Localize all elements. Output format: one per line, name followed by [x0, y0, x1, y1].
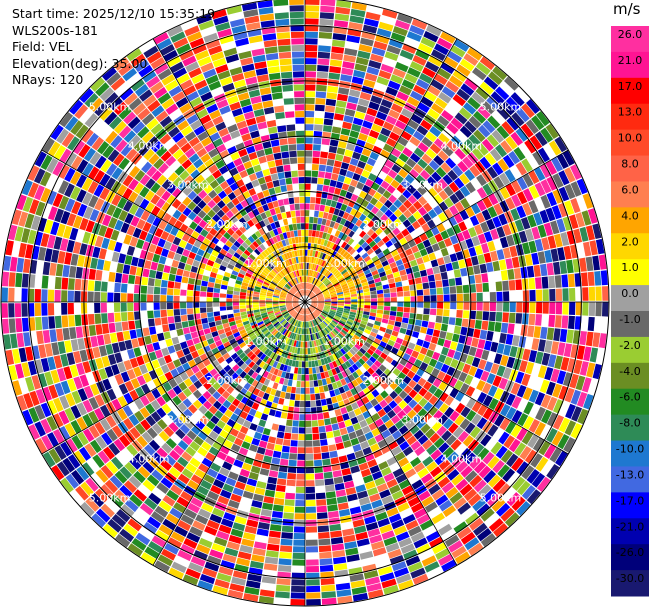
azimuth-spoke — [41, 149, 306, 303]
colorbar-tick-label: 1.0 — [621, 261, 639, 274]
colorbar-tick-label: 10.0 — [618, 132, 643, 145]
colorbar-swatch — [611, 466, 649, 493]
azimuth-spoke — [304, 301, 569, 455]
colorbar-swatch — [611, 388, 649, 416]
range-ring-label: 5.00km — [89, 101, 131, 114]
colorbar-swatch — [611, 181, 649, 208]
colorbar-tick-label: 17.0 — [618, 80, 643, 93]
colorbar-swatch — [611, 336, 649, 364]
nrays-label: NRays: 120 — [12, 72, 84, 88]
colorbar-swatch — [611, 103, 649, 131]
colorbar-tick-label: -1.0 — [619, 313, 640, 326]
colorbar-tick-label: 2.0 — [621, 235, 639, 248]
colorbar-tick-label: 8.0 — [621, 158, 639, 171]
range-ring-label: 2.00km — [206, 218, 248, 231]
colorbar-swatch — [611, 155, 649, 182]
colorbar-swatch — [611, 77, 649, 105]
range-ring-label: 1.00km — [245, 257, 287, 270]
colorbar-tick-label: -17.0 — [616, 494, 644, 507]
colorbar-swatch — [611, 51, 649, 79]
range-ring-label: 3.00km — [167, 179, 209, 192]
field-label: Field: VEL — [12, 39, 73, 55]
colorbar-swatch — [611, 440, 649, 467]
colorbar-swatch — [611, 518, 649, 545]
range-ring-label: 5.00km — [89, 491, 131, 504]
colorbar-swatch — [611, 233, 649, 260]
colorbar-unit-label: m/s — [613, 0, 641, 18]
colorbar-swatch — [611, 570, 649, 597]
colorbar-tick-label: -2.0 — [619, 339, 640, 352]
colorbar-tick-label: -21.0 — [616, 520, 644, 533]
colorbar-swatch — [611, 259, 649, 286]
colorbar-tick-label: 21.0 — [618, 54, 643, 67]
range-ring-label: 3.00km — [401, 413, 443, 426]
elevation-label: Elevation(deg): 35.00 — [12, 55, 148, 71]
colorbar-swatch — [611, 362, 649, 390]
range-ring-label: 4.00km — [128, 452, 170, 465]
range-ring-label: 4.00km — [128, 140, 170, 153]
station-label: WLS200s-181 — [12, 22, 98, 38]
colorbar-swatch — [611, 207, 649, 234]
azimuth-spoke — [304, 301, 458, 566]
azimuth-spoke — [304, 38, 458, 303]
plot-info-text: Start time: 2025/12/10 15:35:19 WLS200s-… — [12, 6, 215, 89]
colorbar-tick-label: -10.0 — [616, 443, 644, 456]
range-ring-label: 2.00km — [362, 374, 404, 387]
colorbar-tick-label: -8.0 — [619, 417, 640, 430]
colorbar-tick-label: -26.0 — [616, 546, 644, 559]
outer-boundary — [0, 0, 610, 607]
range-ring-label: 5.00km — [480, 491, 522, 504]
azimuth-spoke — [152, 38, 306, 303]
azimuth-spoke — [152, 301, 306, 566]
colorbar-swatch — [611, 414, 649, 442]
range-ring-label: 1.00km — [323, 257, 365, 270]
range-ring-label: 5.00km — [480, 101, 522, 114]
colorbar-swatch — [611, 311, 649, 338]
colorbar-tick-label: 6.0 — [621, 183, 639, 196]
range-ring-label: 4.00km — [441, 140, 483, 153]
colorbar-swatch — [611, 129, 649, 157]
range-ring-label: 1.00km — [245, 335, 287, 348]
range-ring-label: 2.00km — [362, 218, 404, 231]
colorbar-tick-label: 13.0 — [618, 106, 643, 119]
colorbar-swatch — [611, 26, 649, 53]
colorbar-tick-label: -30.0 — [616, 572, 644, 585]
colorbar-swatch — [611, 544, 649, 571]
colorbar-tick-label: -6.0 — [619, 391, 640, 404]
range-ring-label: 3.00km — [401, 179, 443, 192]
range-ring-label: 2.00km — [206, 374, 248, 387]
colorbar-swatch — [611, 285, 649, 312]
colorbar-tick-label: 26.0 — [618, 28, 643, 41]
velocity-gates — [1, 0, 609, 606]
colorbar-swatch — [611, 492, 649, 519]
range-ring-label: 1.00km — [323, 335, 365, 348]
colorbar-tick-label: 4.0 — [621, 209, 639, 222]
range-ring-label: 3.00km — [167, 413, 209, 426]
azimuth-spoke — [41, 301, 306, 455]
colorbar-tick-label: -4.0 — [619, 365, 640, 378]
azimuth-spoke — [304, 149, 569, 303]
start-time-label: Start time: 2025/12/10 15:35:19 — [12, 6, 216, 21]
range-ring-label: 4.00km — [441, 452, 483, 465]
colorbar-tick-label: -13.0 — [616, 468, 644, 481]
colorbar-tick-label: 0.0 — [621, 287, 639, 300]
